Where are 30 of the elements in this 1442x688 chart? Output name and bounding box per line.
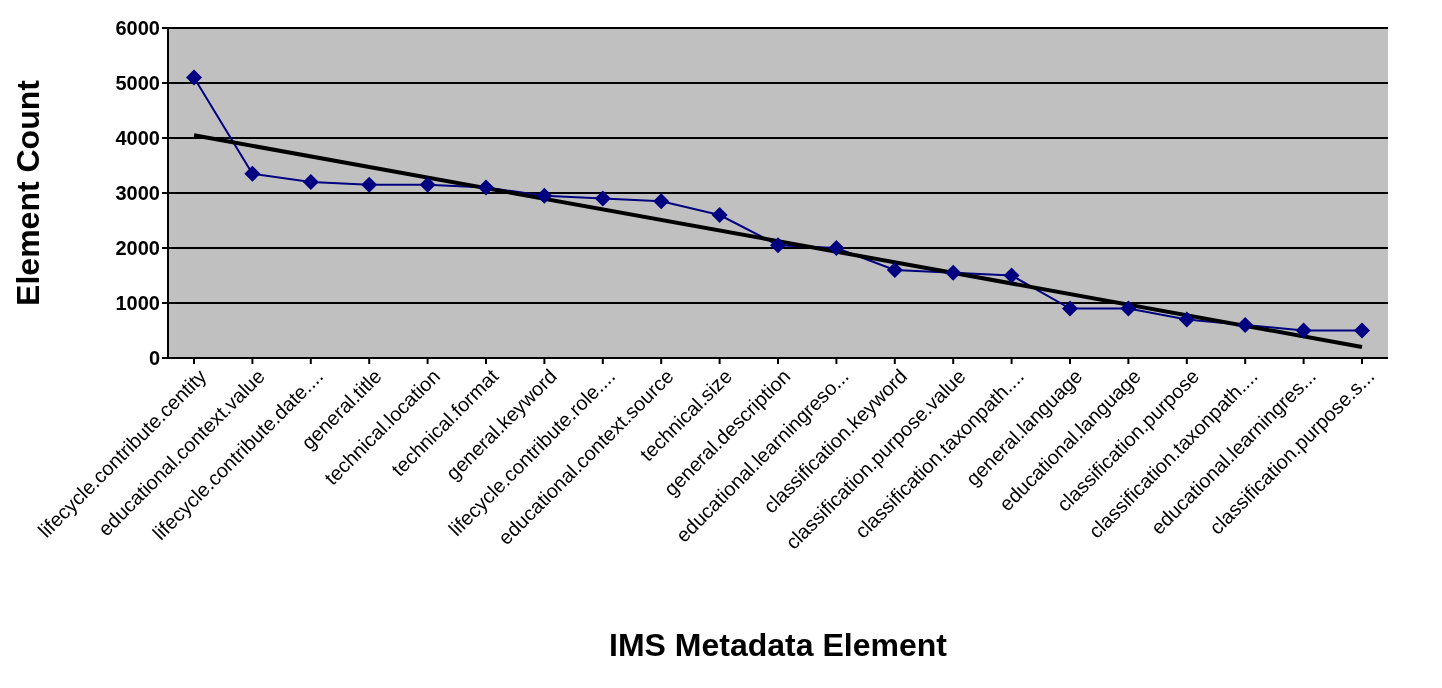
y-tick-label: 4000 xyxy=(115,127,160,150)
point xyxy=(419,176,436,193)
y-tick-label: 0 xyxy=(148,347,160,370)
point xyxy=(828,240,845,256)
y-tick-label: 1000 xyxy=(115,292,160,315)
y-axis-title: Element Count xyxy=(10,79,47,306)
point xyxy=(186,69,202,86)
point xyxy=(1295,322,1312,339)
y-tick-label: 6000 xyxy=(115,17,160,40)
point xyxy=(945,264,962,281)
y-tick-label: 2000 xyxy=(115,237,160,260)
point xyxy=(361,176,378,193)
point xyxy=(1003,267,1020,284)
point xyxy=(1062,300,1078,317)
point xyxy=(536,187,553,204)
x-axis-title: IMS Metadata Element xyxy=(609,627,948,663)
point xyxy=(1354,322,1370,339)
point xyxy=(770,237,786,254)
point xyxy=(1178,311,1195,328)
point xyxy=(302,174,319,190)
y-tick-label: 3000 xyxy=(115,182,160,205)
y-tick-label: 5000 xyxy=(115,72,160,95)
point xyxy=(594,190,611,207)
point xyxy=(478,179,494,196)
point xyxy=(653,193,670,210)
point xyxy=(244,165,261,182)
point xyxy=(1120,300,1137,317)
point xyxy=(1237,317,1254,333)
point xyxy=(711,207,728,223)
point xyxy=(886,262,903,278)
